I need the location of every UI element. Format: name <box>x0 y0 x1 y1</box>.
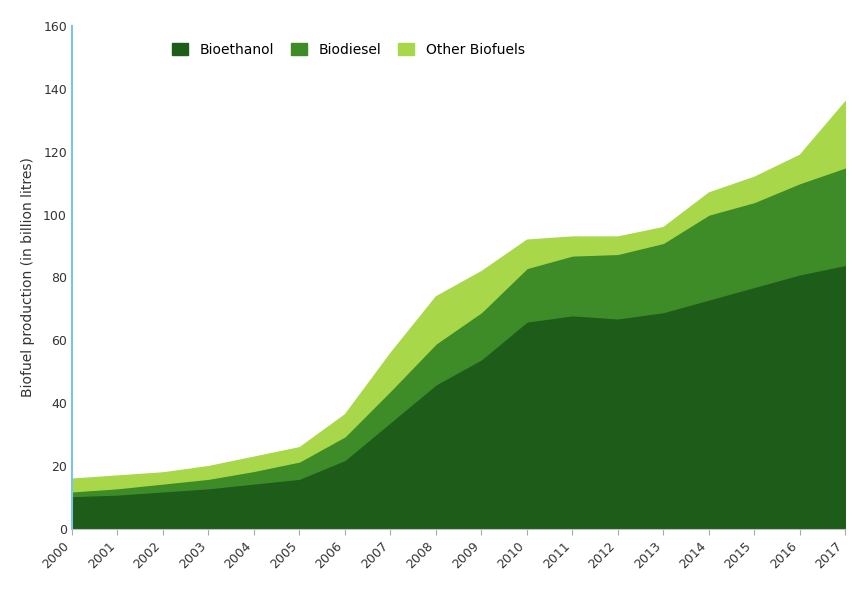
Legend: Bioethanol, Biodiesel, Other Biofuels: Bioethanol, Biodiesel, Other Biofuels <box>171 43 525 57</box>
Y-axis label: Biofuel production (in billion litres): Biofuel production (in billion litres) <box>21 157 35 397</box>
